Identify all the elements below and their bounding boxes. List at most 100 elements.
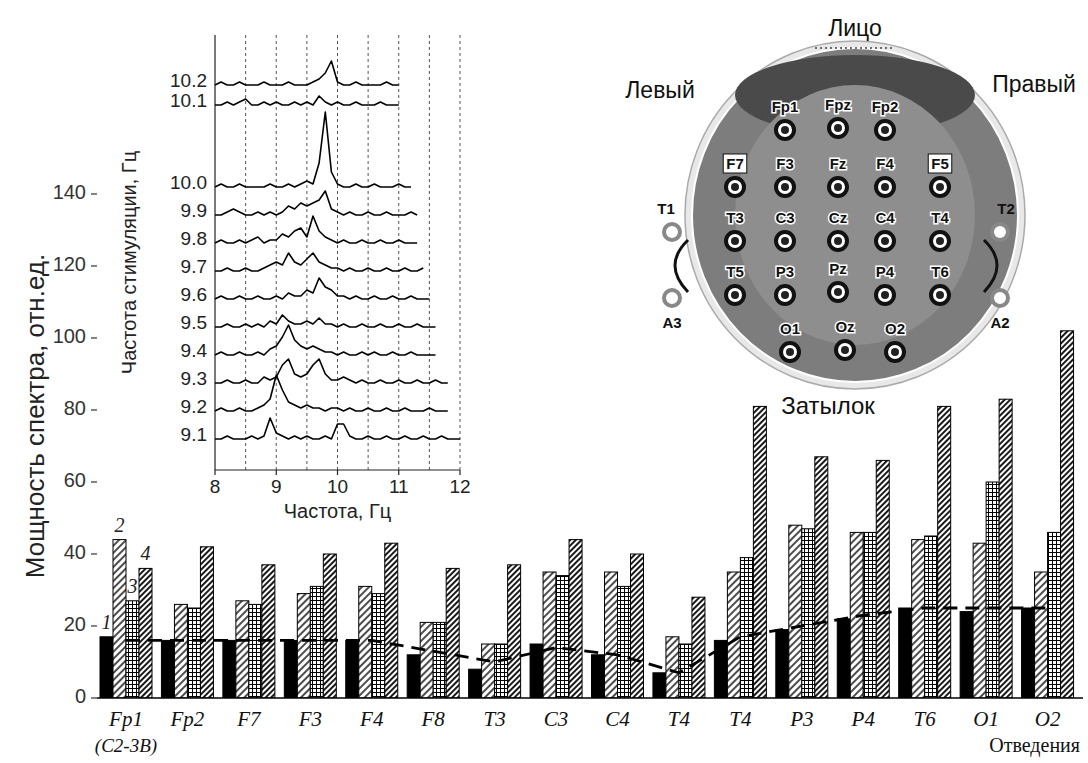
y-tick-label: 60 bbox=[64, 469, 86, 491]
bar bbox=[482, 644, 495, 698]
ear-bracket bbox=[984, 240, 997, 292]
electrode-label: P3 bbox=[776, 263, 794, 280]
electrode-core bbox=[834, 124, 842, 132]
bar bbox=[359, 586, 372, 698]
electrode-ring bbox=[992, 290, 1008, 306]
bar bbox=[433, 622, 446, 698]
spectrum-trace bbox=[215, 375, 448, 411]
electrode-core bbox=[834, 237, 842, 245]
electrode-core bbox=[786, 348, 794, 356]
bar bbox=[753, 406, 766, 698]
trace-label: 9.7 bbox=[181, 256, 207, 277]
electrode-label: C3 bbox=[775, 209, 794, 226]
electrode-label: T2 bbox=[997, 200, 1015, 217]
bar bbox=[126, 601, 139, 698]
bar bbox=[249, 604, 262, 698]
bar bbox=[618, 586, 631, 698]
electrode: T4 bbox=[931, 209, 949, 250]
electrode-label: F4 bbox=[876, 155, 894, 172]
bar bbox=[605, 572, 618, 698]
electrode-ring bbox=[726, 232, 744, 250]
electrode-core bbox=[781, 126, 789, 134]
electrode-ring bbox=[931, 286, 949, 304]
bar bbox=[187, 608, 200, 698]
electrode-ring bbox=[931, 178, 949, 196]
electrode-ring bbox=[664, 290, 680, 306]
bar bbox=[100, 637, 113, 698]
spectrum-trace bbox=[215, 216, 417, 243]
bar bbox=[407, 655, 420, 698]
bar bbox=[666, 637, 679, 698]
electrode-core bbox=[891, 348, 899, 356]
x-tick-label: T4 bbox=[729, 707, 752, 731]
bar bbox=[446, 568, 459, 698]
grid-line bbox=[460, 35, 461, 470]
trace-label: 9.5 bbox=[181, 312, 207, 333]
x-tick-label: T4 bbox=[668, 707, 691, 731]
electrode-ring bbox=[776, 286, 794, 304]
y-axis-title: Мощность спектра, отн.ед. bbox=[20, 254, 50, 578]
bar bbox=[802, 529, 815, 698]
bar bbox=[508, 565, 521, 698]
electrode: O1 bbox=[780, 320, 800, 361]
bar bbox=[986, 482, 999, 698]
trend-line bbox=[126, 608, 1048, 673]
x-tick-label: Fp2 bbox=[170, 707, 205, 731]
electrode-ring bbox=[829, 232, 847, 250]
y-tick-label: 20 bbox=[64, 613, 86, 635]
electrode-label: T4 bbox=[931, 209, 949, 226]
bar bbox=[543, 572, 556, 698]
annotation: (C2-3B) bbox=[95, 735, 157, 757]
bar bbox=[960, 612, 973, 698]
electrode-label: Cz bbox=[829, 209, 847, 226]
spectrum-trace bbox=[215, 112, 411, 187]
electrode: T6 bbox=[931, 263, 949, 304]
bar bbox=[200, 547, 213, 698]
y-tick-label: 140 bbox=[53, 181, 86, 203]
bar bbox=[1022, 608, 1035, 698]
y-tick bbox=[91, 265, 97, 266]
y-tick bbox=[91, 553, 97, 554]
electrode: T2 bbox=[992, 200, 1015, 240]
x-tick-label: 11 bbox=[389, 476, 409, 497]
x-tick-label: P4 bbox=[851, 707, 876, 731]
electrode-label: T1 bbox=[657, 200, 675, 217]
series-label: 1 bbox=[102, 611, 112, 633]
electrode-core bbox=[881, 291, 889, 299]
electrode-core bbox=[881, 126, 889, 134]
trace-label: 10.2 bbox=[170, 70, 207, 91]
inset: 89101112Частота, ГцЧастота стимуляции, Г… bbox=[118, 35, 471, 522]
electrode-ring bbox=[726, 286, 744, 304]
spectrum-trace bbox=[215, 278, 429, 299]
spectrum-trace bbox=[215, 315, 436, 327]
bar bbox=[297, 594, 310, 698]
label-box bbox=[928, 154, 952, 173]
bar bbox=[385, 543, 398, 698]
electrode-ring bbox=[776, 178, 794, 196]
electrode-core bbox=[781, 237, 789, 245]
y-axis: 020406080100120140 bbox=[53, 181, 97, 707]
electrode-ring bbox=[781, 343, 799, 361]
bar bbox=[161, 640, 174, 698]
electrode-ring bbox=[726, 178, 744, 196]
bar bbox=[740, 558, 753, 698]
electrode-label: F3 bbox=[776, 155, 794, 172]
back-label: Затылок bbox=[781, 392, 875, 419]
electrode-label: Oz bbox=[835, 318, 854, 335]
x-tick bbox=[398, 470, 399, 475]
electrode-ring bbox=[664, 224, 680, 240]
electrode-ring bbox=[992, 224, 1008, 240]
trace-label: 10.1 bbox=[170, 90, 207, 111]
electrode-ring bbox=[876, 178, 894, 196]
head-shade bbox=[735, 85, 975, 345]
bar bbox=[1061, 331, 1074, 698]
face-mark bbox=[815, 47, 895, 49]
electrode-ring bbox=[876, 286, 894, 304]
electrode: Fp1 bbox=[772, 98, 799, 139]
x-tick-label: O1 bbox=[973, 707, 999, 731]
trace-label: 9.4 bbox=[181, 340, 208, 361]
bar bbox=[876, 460, 889, 698]
bar bbox=[174, 604, 187, 698]
electrode: C3 bbox=[775, 209, 794, 250]
electrode: Fz bbox=[829, 155, 847, 196]
